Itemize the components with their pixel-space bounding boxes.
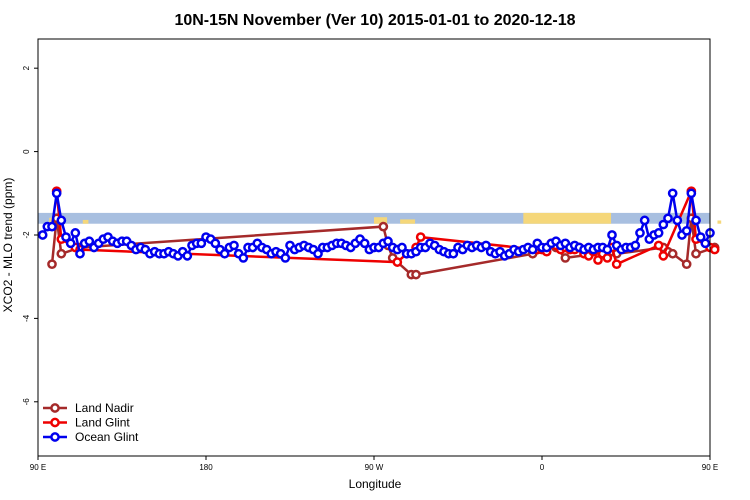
y-axis-label: XCO2 - MLO trend (ppm): [1, 178, 15, 313]
data-point: [383, 236, 393, 247]
series-ocean-glint: [37, 188, 715, 263]
data-point: [681, 225, 692, 236]
data-point: [378, 221, 389, 232]
data-point: [658, 250, 669, 261]
data-point: [415, 232, 426, 242]
data-point: [75, 248, 85, 259]
land-patch: [400, 219, 416, 224]
data-point: [560, 253, 571, 263]
x-axis-label: Longitude: [349, 477, 402, 491]
data-point: [691, 215, 701, 226]
legend-label: Ocean Glint: [75, 430, 139, 444]
data-point: [182, 250, 193, 261]
series-layer: [37, 186, 720, 280]
y-tick-label: -6: [22, 398, 31, 406]
x-tick-label: 0: [540, 463, 545, 472]
data-point: [667, 248, 678, 259]
data-point: [392, 257, 403, 267]
data-point: [37, 230, 48, 240]
data-point: [663, 213, 673, 224]
data-point: [611, 259, 622, 270]
land-patch: [374, 217, 388, 224]
x-tick-label: 90 W: [365, 463, 384, 472]
data-point: [51, 188, 62, 199]
data-point: [672, 215, 683, 226]
data-point: [593, 255, 603, 265]
data-point: [84, 236, 95, 247]
data-point: [667, 188, 678, 199]
data-point: [602, 253, 613, 263]
data-point: [47, 221, 57, 232]
data-point: [65, 238, 76, 249]
data-point: [70, 228, 81, 238]
legend-label: Land Nadir: [75, 401, 134, 415]
data-point: [527, 244, 538, 255]
legend-swatch-marker: [50, 403, 60, 413]
x-tick-label: 180: [199, 463, 213, 472]
data-point: [653, 240, 664, 251]
chart-title: 10N-15N November (Ver 10) 2015-01-01 to …: [174, 12, 575, 29]
data-point: [658, 219, 669, 230]
data-point: [313, 248, 323, 259]
land-ocean-band: [38, 212, 722, 224]
data-point: [359, 238, 370, 249]
legend-label: Land Glint: [75, 416, 130, 430]
data-point: [639, 215, 650, 226]
data-point: [630, 240, 641, 251]
data-point: [280, 253, 291, 263]
axis-ticks: 90 E 180 90 W 0 90 E 2 0 -2 -4 -6: [22, 65, 718, 472]
legend-swatch-marker: [50, 432, 60, 442]
data-point: [229, 240, 239, 251]
y-tick-label: 0: [22, 149, 31, 154]
data-point: [238, 253, 249, 263]
data-point: [56, 248, 67, 259]
data-point: [61, 232, 71, 242]
data-point: [411, 269, 421, 280]
data-point: [196, 238, 207, 249]
data-point: [607, 230, 617, 240]
legend-swatch-marker: [50, 417, 60, 428]
y-tick-label: -4: [22, 314, 31, 322]
land-patch: [82, 219, 89, 224]
data-point: [219, 248, 230, 259]
land-patch: [523, 212, 612, 224]
data-point: [695, 232, 706, 242]
land-patch: [717, 220, 722, 224]
data-point: [635, 228, 645, 238]
x-tick-label: 90 E: [30, 463, 46, 472]
x-tick-label: 90 E: [702, 463, 718, 472]
y-tick-label: -2: [22, 231, 31, 239]
data-point: [653, 228, 664, 238]
data-point: [397, 242, 407, 253]
data-point: [56, 215, 67, 226]
plot-frame: [37, 38, 711, 457]
data-point: [602, 244, 613, 255]
y-tick-label: 2: [22, 65, 31, 70]
data-point: [47, 259, 57, 270]
data-point: [700, 238, 711, 249]
data-point: [681, 259, 692, 270]
data-point: [448, 248, 459, 259]
data-point: [686, 188, 697, 199]
data-point: [709, 244, 720, 255]
data-point: [691, 248, 701, 259]
data-point: [481, 240, 491, 251]
data-point: [210, 238, 221, 249]
